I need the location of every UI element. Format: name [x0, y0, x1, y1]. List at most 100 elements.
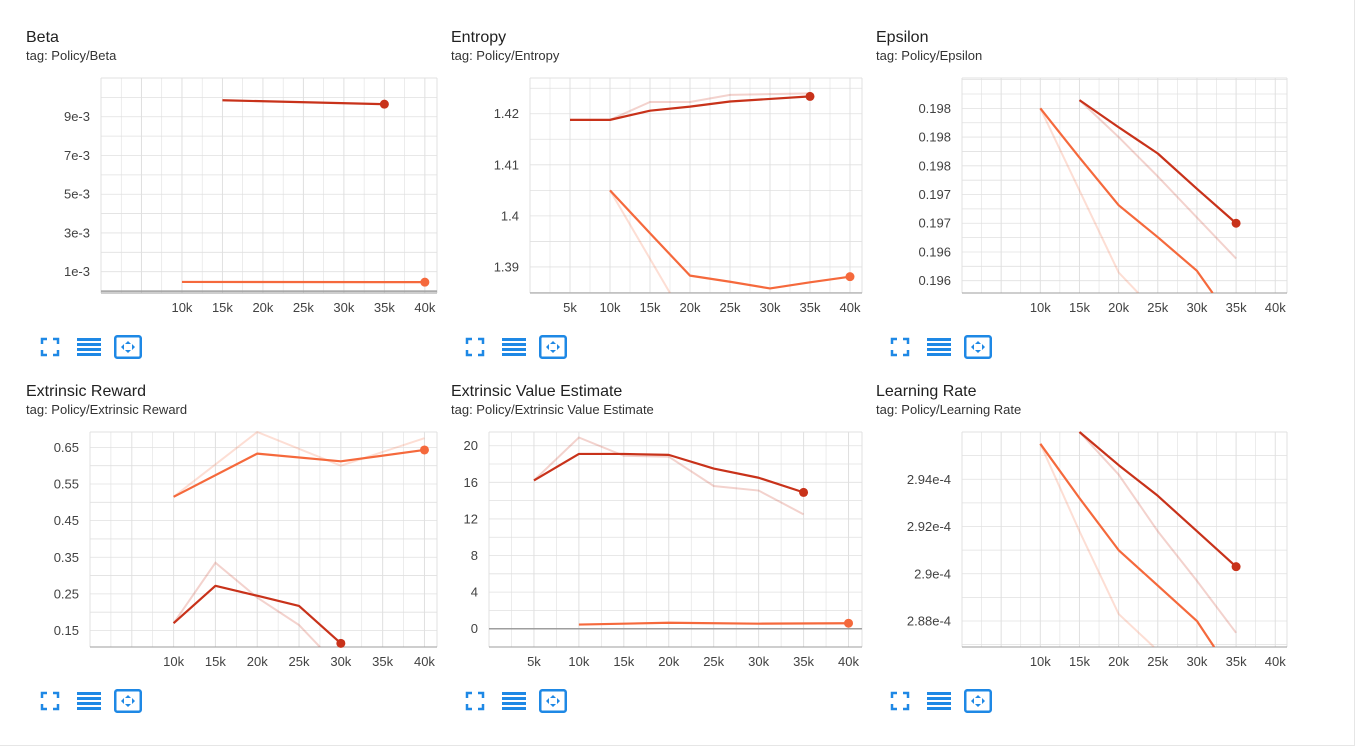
y-tick-label: 16 [464, 475, 478, 490]
x-tick-label: 30k [1186, 300, 1207, 315]
fit-screen-icon[interactable] [36, 689, 64, 713]
x-tick-label: 40k [414, 300, 435, 315]
x-tick-label: 10k [1030, 300, 1051, 315]
smoothed-series-line [173, 448, 425, 498]
fit-screen-icon[interactable] [886, 689, 914, 713]
smoothed-series-line [609, 189, 851, 290]
data-table-icon[interactable] [75, 689, 103, 713]
series-light [1039, 107, 1214, 293]
series-dark [533, 436, 805, 516]
chart-title: Epsilon [876, 29, 929, 46]
y-tick-label: 0.197 [918, 216, 951, 231]
x-tick-label: 10k [568, 654, 589, 669]
y-tick-label: 12 [464, 511, 478, 526]
chart-tag: tag: Policy/Epsilon [876, 48, 983, 63]
x-tick-label: 20k [658, 654, 679, 669]
last-point-marker [379, 99, 389, 109]
series-light [578, 621, 849, 626]
last-point-marker [419, 445, 429, 455]
raw-series-line [172, 561, 321, 647]
x-tick-label: 15k [212, 300, 233, 315]
x-tick-label: 20k [1108, 654, 1129, 669]
x-tick-label: 40k [1265, 654, 1286, 669]
chart-plot-beta: 10k 15k 20k 25k 30k 35k 40k 1e-3 3e-3 5e-3 7e-3 9e-… [64, 77, 438, 315]
x-tick-label: 25k [703, 654, 724, 669]
x-tick-label: 15k [205, 654, 226, 669]
x-tick-label: 5k [527, 654, 541, 669]
data-table-icon[interactable] [925, 335, 953, 359]
expand-chart-icon[interactable] [964, 335, 992, 359]
x-tick-label: 5k [563, 300, 577, 315]
y-tick-label: 5e-3 [64, 187, 90, 202]
chart-toolbar [36, 689, 153, 713]
expand-chart-icon[interactable] [539, 335, 567, 359]
grid [489, 432, 862, 648]
data-table-icon[interactable] [925, 689, 953, 713]
x-tick-label: 10k [163, 654, 184, 669]
expand-chart-icon[interactable] [114, 689, 142, 713]
smoothed-series-line [1078, 99, 1237, 225]
last-point-marker [420, 277, 430, 287]
x-tick-label: 25k [720, 300, 741, 315]
chart-tag: tag: Policy/Extrinsic Reward [26, 402, 188, 417]
y-tick-label: 2.92e-4 [907, 519, 951, 534]
smoothed-series-line [570, 95, 811, 121]
x-tick-label: 35k [372, 654, 393, 669]
fit-screen-icon[interactable] [886, 335, 914, 359]
raw-series-line [609, 189, 671, 293]
y-tick-label: 0.197 [918, 187, 951, 202]
x-tick-label: 25k [289, 654, 310, 669]
x-tick-label: 35k [800, 300, 821, 315]
last-point-marker [1231, 562, 1241, 572]
grid [101, 78, 437, 293]
chart-title: Entropy [451, 29, 507, 46]
series-dark [1078, 99, 1237, 260]
raw-series-line [1078, 99, 1237, 260]
fit-screen-icon[interactable] [461, 689, 489, 713]
raw-series-line [1039, 443, 1155, 647]
y-tick-label: 0.25 [54, 586, 79, 601]
chart-card-entropy: Entropy tag: Policy/Entropy 5k 10k 15k 20k 2… [451, 29, 871, 379]
series-light [609, 189, 851, 293]
smoothed-series-line [578, 621, 849, 626]
y-tick-label: 9e-3 [64, 109, 90, 124]
expand-chart-icon[interactable] [539, 689, 567, 713]
chart-plot-entropy: 5k 10k 15k 20k 25k 30k 35k 40k 1.39 1.4 1.41 1.42 [494, 77, 863, 315]
chart-card-extrinsic-value-estimate: Extrinsic Value Estimate tag: Policy/Ext… [451, 383, 871, 733]
last-point-marker [336, 638, 346, 648]
data-table-icon[interactable] [75, 335, 103, 359]
x-tick-label: 40k [838, 654, 859, 669]
expand-chart-icon[interactable] [964, 689, 992, 713]
y-tick-label: 0.198 [918, 101, 951, 116]
chart-plot-learning-rate: 10k 15k 20k 25k 30k 35k 40k 2.88e-4 2.9e-4 2.92e-… [907, 431, 1288, 669]
y-tick-label: 0.196 [918, 273, 951, 288]
data-table-icon[interactable] [500, 689, 528, 713]
chart-card-epsilon: Epsilon tag: Policy/Epsilon 10k 15k 20k 25k… [876, 29, 1296, 379]
x-tick-label: 10k [1030, 654, 1051, 669]
chart-toolbar [886, 335, 1003, 359]
y-tick-label: 2.88e-4 [907, 614, 951, 629]
series-dark [222, 99, 385, 106]
raw-series-line [533, 436, 805, 516]
fit-screen-icon[interactable] [36, 335, 64, 359]
x-tick-label: 30k [760, 300, 781, 315]
chart-tag: tag: Policy/Beta [26, 48, 117, 63]
y-tick-label: 0.55 [54, 477, 79, 492]
data-table-icon[interactable] [500, 335, 528, 359]
smoothed-series-line [222, 99, 385, 106]
chart-toolbar [461, 335, 578, 359]
grid [962, 432, 1287, 647]
x-tick-label: 10k [600, 300, 621, 315]
chart-plot-epsilon: 10k 15k 20k 25k 30k 35k 40k 0.196 0.196 0.197 0.19… [918, 77, 1288, 315]
chart-title: Extrinsic Reward [26, 383, 147, 400]
expand-chart-icon[interactable] [114, 335, 142, 359]
x-tick-label: 20k [247, 654, 268, 669]
raw-series-line [173, 430, 425, 498]
y-tick-label: 8 [471, 548, 478, 563]
series-dark [570, 92, 811, 121]
series-light [1039, 443, 1216, 647]
fit-screen-icon[interactable] [461, 335, 489, 359]
x-tick-label: 35k [793, 654, 814, 669]
x-tick-label: 25k [1147, 654, 1168, 669]
